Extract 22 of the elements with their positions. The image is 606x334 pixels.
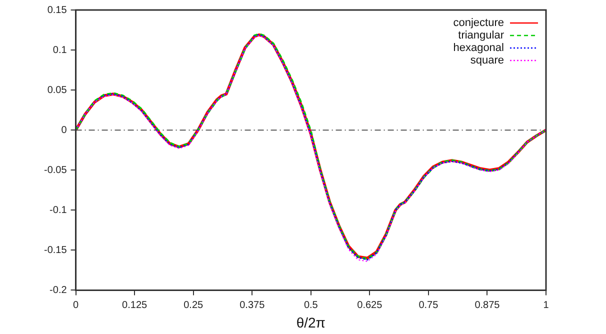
x-tick-label: 0.75 bbox=[418, 300, 439, 311]
legend-label: hexagonal bbox=[453, 42, 504, 54]
x-tick-label: 0.125 bbox=[122, 300, 148, 311]
legend-label: triangular bbox=[458, 30, 504, 42]
y-tick-label: 0.15 bbox=[47, 4, 68, 16]
legend-label: square bbox=[470, 54, 504, 67]
y-tick-label: -0.15 bbox=[44, 244, 68, 256]
y-tick-label: 0.05 bbox=[47, 84, 68, 96]
legend-label: conjecture bbox=[453, 17, 504, 30]
y-tick-label: 0.1 bbox=[52, 44, 68, 56]
x-tick-label: 0.5 bbox=[304, 300, 318, 311]
x-tick-label: 0.25 bbox=[184, 300, 204, 311]
x-axis-title: θ/2π bbox=[296, 314, 326, 330]
y-tick-label: -0.1 bbox=[50, 204, 68, 216]
y-tick-label: 0 bbox=[61, 124, 68, 136]
x-tick-label: 0.875 bbox=[474, 300, 500, 311]
x-tick-label: 0.375 bbox=[240, 300, 266, 311]
x-tick-label: 0 bbox=[73, 300, 80, 311]
x-tick-label: 1 bbox=[543, 300, 550, 311]
x-tick-label: 0.625 bbox=[357, 300, 383, 311]
y-tick-label: -0.2 bbox=[50, 284, 68, 296]
y-tick-label: -0.05 bbox=[44, 164, 68, 176]
